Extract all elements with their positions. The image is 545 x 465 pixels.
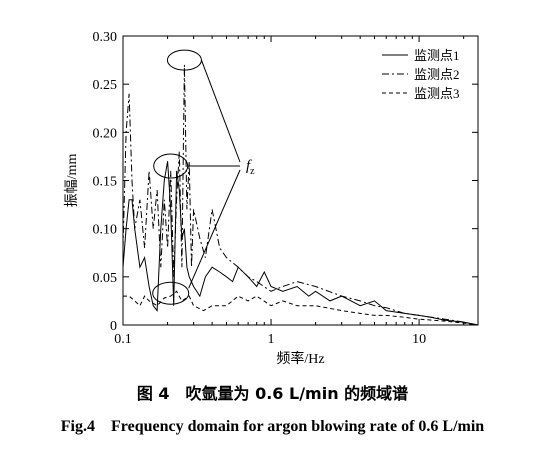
y-tick-label: 0.25	[93, 78, 118, 93]
x-axis-label: 频率/Hz	[276, 350, 324, 367]
annotation-fz-label: fz	[246, 158, 255, 177]
annotation-leader	[200, 59, 241, 163]
annotation-leader	[188, 169, 241, 289]
figure-caption-chinese: 图 4 吹氩量为 0.6 L/min 的频域谱	[136, 384, 409, 403]
legend-label-3: 监测点3	[414, 86, 460, 101]
y-tick-label: 0.20	[93, 126, 118, 141]
series-group	[122, 64, 479, 326]
legend-label-2: 监测点2	[414, 67, 460, 82]
series-line-2	[122, 64, 479, 326]
x-tick-label: 0.1	[114, 332, 132, 347]
y-tick-label: 0.05	[93, 271, 118, 286]
y-axis-label: 振幅/mm	[64, 154, 80, 208]
x-tick-label: 10	[412, 332, 426, 347]
annotation-fz-subscript: z	[250, 166, 255, 177]
legend: 监测点1 监测点2 监测点3	[382, 48, 460, 101]
annotation-ellipse-3	[152, 281, 190, 305]
annotation-group: fz	[152, 49, 255, 305]
series-line-3	[123, 290, 479, 326]
y-tick-label: 0.10	[93, 223, 118, 238]
legend-label-1: 监测点1	[414, 48, 460, 63]
y-tick-label: 0.15	[93, 175, 118, 190]
x-tick-label: 1	[268, 332, 275, 347]
axes-group: 0.1 1 10 0 0.05 0.10 0.15 0.20 0.25 0.30 频率/Hz 振幅/m…	[64, 30, 479, 367]
y-tick-label: 0.30	[93, 30, 118, 45]
y-tick-label: 0	[110, 319, 117, 334]
annotation-ellipse-1	[166, 49, 202, 71]
frequency-domain-chart: 0.1 1 10 0 0.05 0.10 0.15 0.20 0.25 0.30 频率/Hz 振幅/m…	[64, 30, 479, 367]
series-line-1	[122, 161, 479, 326]
figure-caption-english: Fig.4 Frequency domain for argon blowing…	[60, 418, 485, 435]
